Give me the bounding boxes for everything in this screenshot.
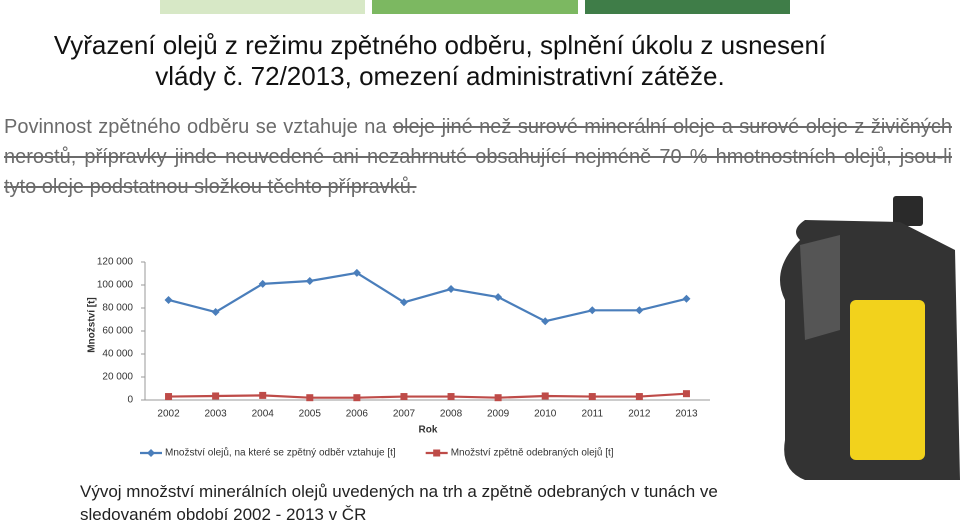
y-tick-label: 100 000 (97, 280, 134, 291)
x-tick-label: 2003 (205, 409, 228, 420)
point (588, 306, 597, 315)
point (259, 391, 267, 399)
y-tick-label: 120 000 (97, 257, 134, 268)
point (541, 317, 550, 326)
y-tick-label: 20 000 (102, 372, 133, 383)
legend-marker (433, 449, 441, 457)
legend-label: Množství olejů, na které se zpětný odběr… (165, 447, 396, 459)
point (212, 392, 220, 400)
point (635, 393, 643, 401)
point (164, 295, 173, 304)
point (400, 393, 408, 401)
x-tick-label: 2013 (675, 409, 698, 420)
paragraph-struck: oleje jiné než surové minerální oleje a … (4, 116, 952, 198)
point (494, 293, 503, 302)
paragraph-intro: Povinnost zpětného odběru se vztahuje na (4, 116, 393, 138)
paragraph: Povinnost zpětného odběru se vztahuje na… (4, 112, 952, 202)
caption: Vývoj množství minerálních olejů uvedený… (80, 482, 718, 524)
y-tick-label: 80 000 (102, 303, 133, 314)
x-tick-label: 2008 (440, 409, 463, 420)
point (399, 298, 408, 307)
point (494, 394, 502, 402)
x-tick-label: 2010 (534, 409, 557, 420)
x-tick-label: 2012 (628, 409, 651, 420)
point (165, 393, 173, 401)
point (447, 285, 456, 294)
slide-title: Vyřazení olejů z režimu zpětného odběru,… (53, 30, 827, 91)
y-tick-label: 60 000 (102, 326, 133, 337)
point (352, 268, 361, 277)
point (635, 306, 644, 315)
x-axis-label: Rok (419, 425, 438, 436)
x-tick-label: 2009 (487, 409, 510, 420)
point (258, 279, 267, 288)
legend-marker (147, 449, 155, 457)
deco-bar (160, 0, 365, 14)
y-tick-label: 40 000 (102, 349, 133, 360)
series-line (168, 271, 687, 323)
x-tick-label: 2011 (582, 409, 604, 420)
y-tick-label: 0 (127, 395, 133, 406)
point (211, 308, 220, 317)
x-tick-label: 2006 (346, 409, 369, 420)
point (682, 390, 690, 398)
series-line (168, 392, 687, 399)
point (353, 394, 361, 402)
point (305, 276, 314, 285)
point (541, 392, 549, 400)
point (588, 393, 596, 401)
legend-label: Množství zpětně odebraných olejů [t] (451, 447, 614, 459)
deco-bar (585, 0, 790, 14)
point (682, 294, 691, 303)
x-tick-label: 2004 (252, 409, 275, 420)
x-tick-label: 2007 (393, 409, 416, 420)
oil-canister (780, 196, 960, 480)
x-tick-label: 2002 (157, 409, 180, 420)
point (447, 393, 455, 401)
x-tick-label: 2005 (299, 409, 322, 420)
point (306, 394, 314, 402)
deco-bar (372, 0, 578, 14)
y-axis-label: Množství [t] (87, 297, 98, 353)
